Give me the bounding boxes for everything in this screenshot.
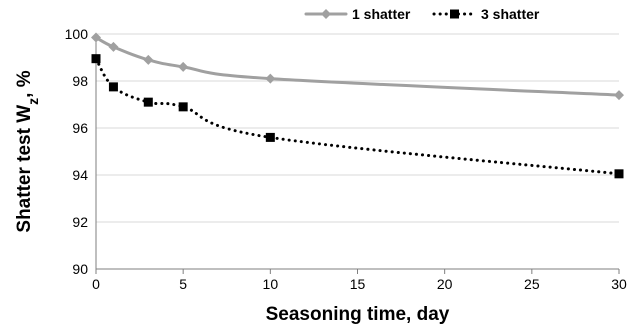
y-tick-label-94: 94 (72, 167, 88, 183)
data-point-s2-3 (178, 102, 188, 112)
series-2 (91, 54, 624, 179)
x-tick-label-15: 15 (350, 276, 366, 292)
gridlines (96, 33, 619, 223)
data-point-s1-3 (178, 61, 189, 72)
legend-marker-2 (450, 9, 459, 19)
series-line-1 (94, 36, 621, 97)
legend-label-1: 1 shatter (352, 6, 411, 22)
y-tick-labels: 90 92 94 96 98 100 (65, 26, 89, 277)
data-point-s2-5 (614, 169, 624, 179)
x-tick-label-25: 25 (524, 276, 540, 292)
x-tick-label-10: 10 (263, 276, 279, 292)
y-tick-label-96: 96 (72, 120, 88, 136)
x-tick-label-20: 20 (437, 276, 453, 292)
y-tick-label-90: 90 (72, 261, 88, 277)
x-tick-label-30: 30 (611, 276, 627, 292)
data-point-s2-1 (108, 82, 118, 92)
x-tick-label-5: 5 (179, 276, 187, 292)
y-axis-title-subscript: z (25, 98, 41, 105)
x-tick-label-0: 0 (92, 276, 100, 292)
data-point-s1-1 (108, 41, 119, 52)
y-tick-label-98: 98 (72, 73, 88, 89)
data-point-s1-5 (614, 90, 624, 101)
data-point-s1-4 (265, 73, 276, 84)
axes (95, 34, 620, 274)
data-point-s1-0 (91, 32, 101, 43)
x-axis-title: Seasoning time, day (266, 304, 450, 325)
y-axis-title-main: Shatter test W (14, 105, 35, 233)
y-axis-title-unit: , % (14, 70, 35, 98)
series-layer (91, 32, 624, 179)
y-tick-label-100: 100 (65, 26, 89, 42)
legend-marker-1 (321, 9, 331, 19)
legend-label-2: 3 shatter (481, 6, 540, 22)
y-tick-label-92: 92 (72, 214, 88, 230)
y-axis-title: Shatter test Wz, % (14, 70, 41, 232)
series-line-2 (94, 57, 621, 176)
data-point-s2-0 (91, 54, 101, 64)
data-point-s2-4 (265, 132, 275, 142)
data-point-s2-2 (143, 97, 153, 107)
data-point-s1-2 (143, 54, 154, 65)
series-1 (91, 32, 624, 101)
legend: 1 shatter 3 shatter (304, 6, 540, 22)
x-tick-labels: 0 5 10 15 20 25 30 (92, 276, 627, 292)
